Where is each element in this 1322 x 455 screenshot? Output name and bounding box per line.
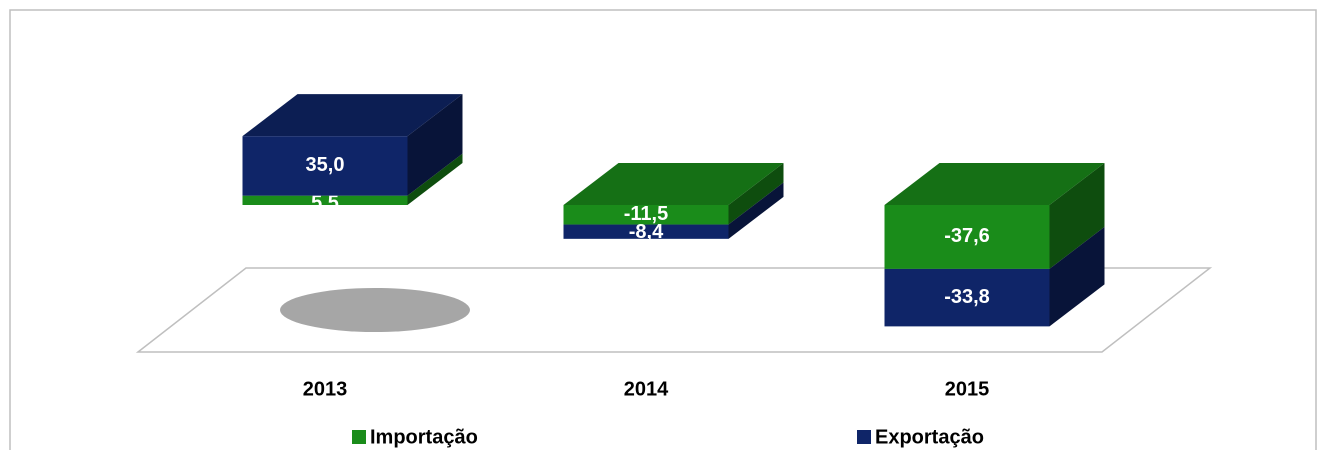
shadow (280, 288, 470, 332)
bar-top (884, 163, 1105, 205)
bar-top (242, 94, 463, 137)
x-tick-label: 2013 (303, 378, 348, 400)
data-label: 5,5 (311, 192, 339, 214)
data-label: 35,0 (306, 154, 345, 176)
bar (563, 205, 729, 225)
legend-swatch (352, 430, 366, 444)
bar-side (1049, 163, 1105, 269)
bar (884, 268, 1050, 327)
bar-side (728, 182, 784, 239)
bar (242, 195, 408, 205)
bar (242, 136, 408, 196)
legend-label: Exportação (875, 426, 984, 448)
bar-side (407, 94, 463, 196)
bar-side (728, 163, 784, 225)
data-label: -8,4 (629, 221, 664, 243)
legend-swatch (857, 430, 871, 444)
chart-frame (9, 9, 1317, 455)
bar-side (407, 153, 463, 205)
bar-side (1049, 226, 1105, 327)
data-label: -33,8 (944, 286, 990, 308)
bar-top (563, 163, 784, 205)
legend-label: Importação (370, 426, 478, 448)
bar (563, 224, 729, 239)
data-label: -11,5 (624, 203, 668, 225)
data-label: -37,6 (944, 225, 990, 247)
x-tick-label: 2015 (945, 378, 990, 400)
bar (884, 205, 1050, 269)
x-tick-label: 2014 (624, 378, 669, 400)
